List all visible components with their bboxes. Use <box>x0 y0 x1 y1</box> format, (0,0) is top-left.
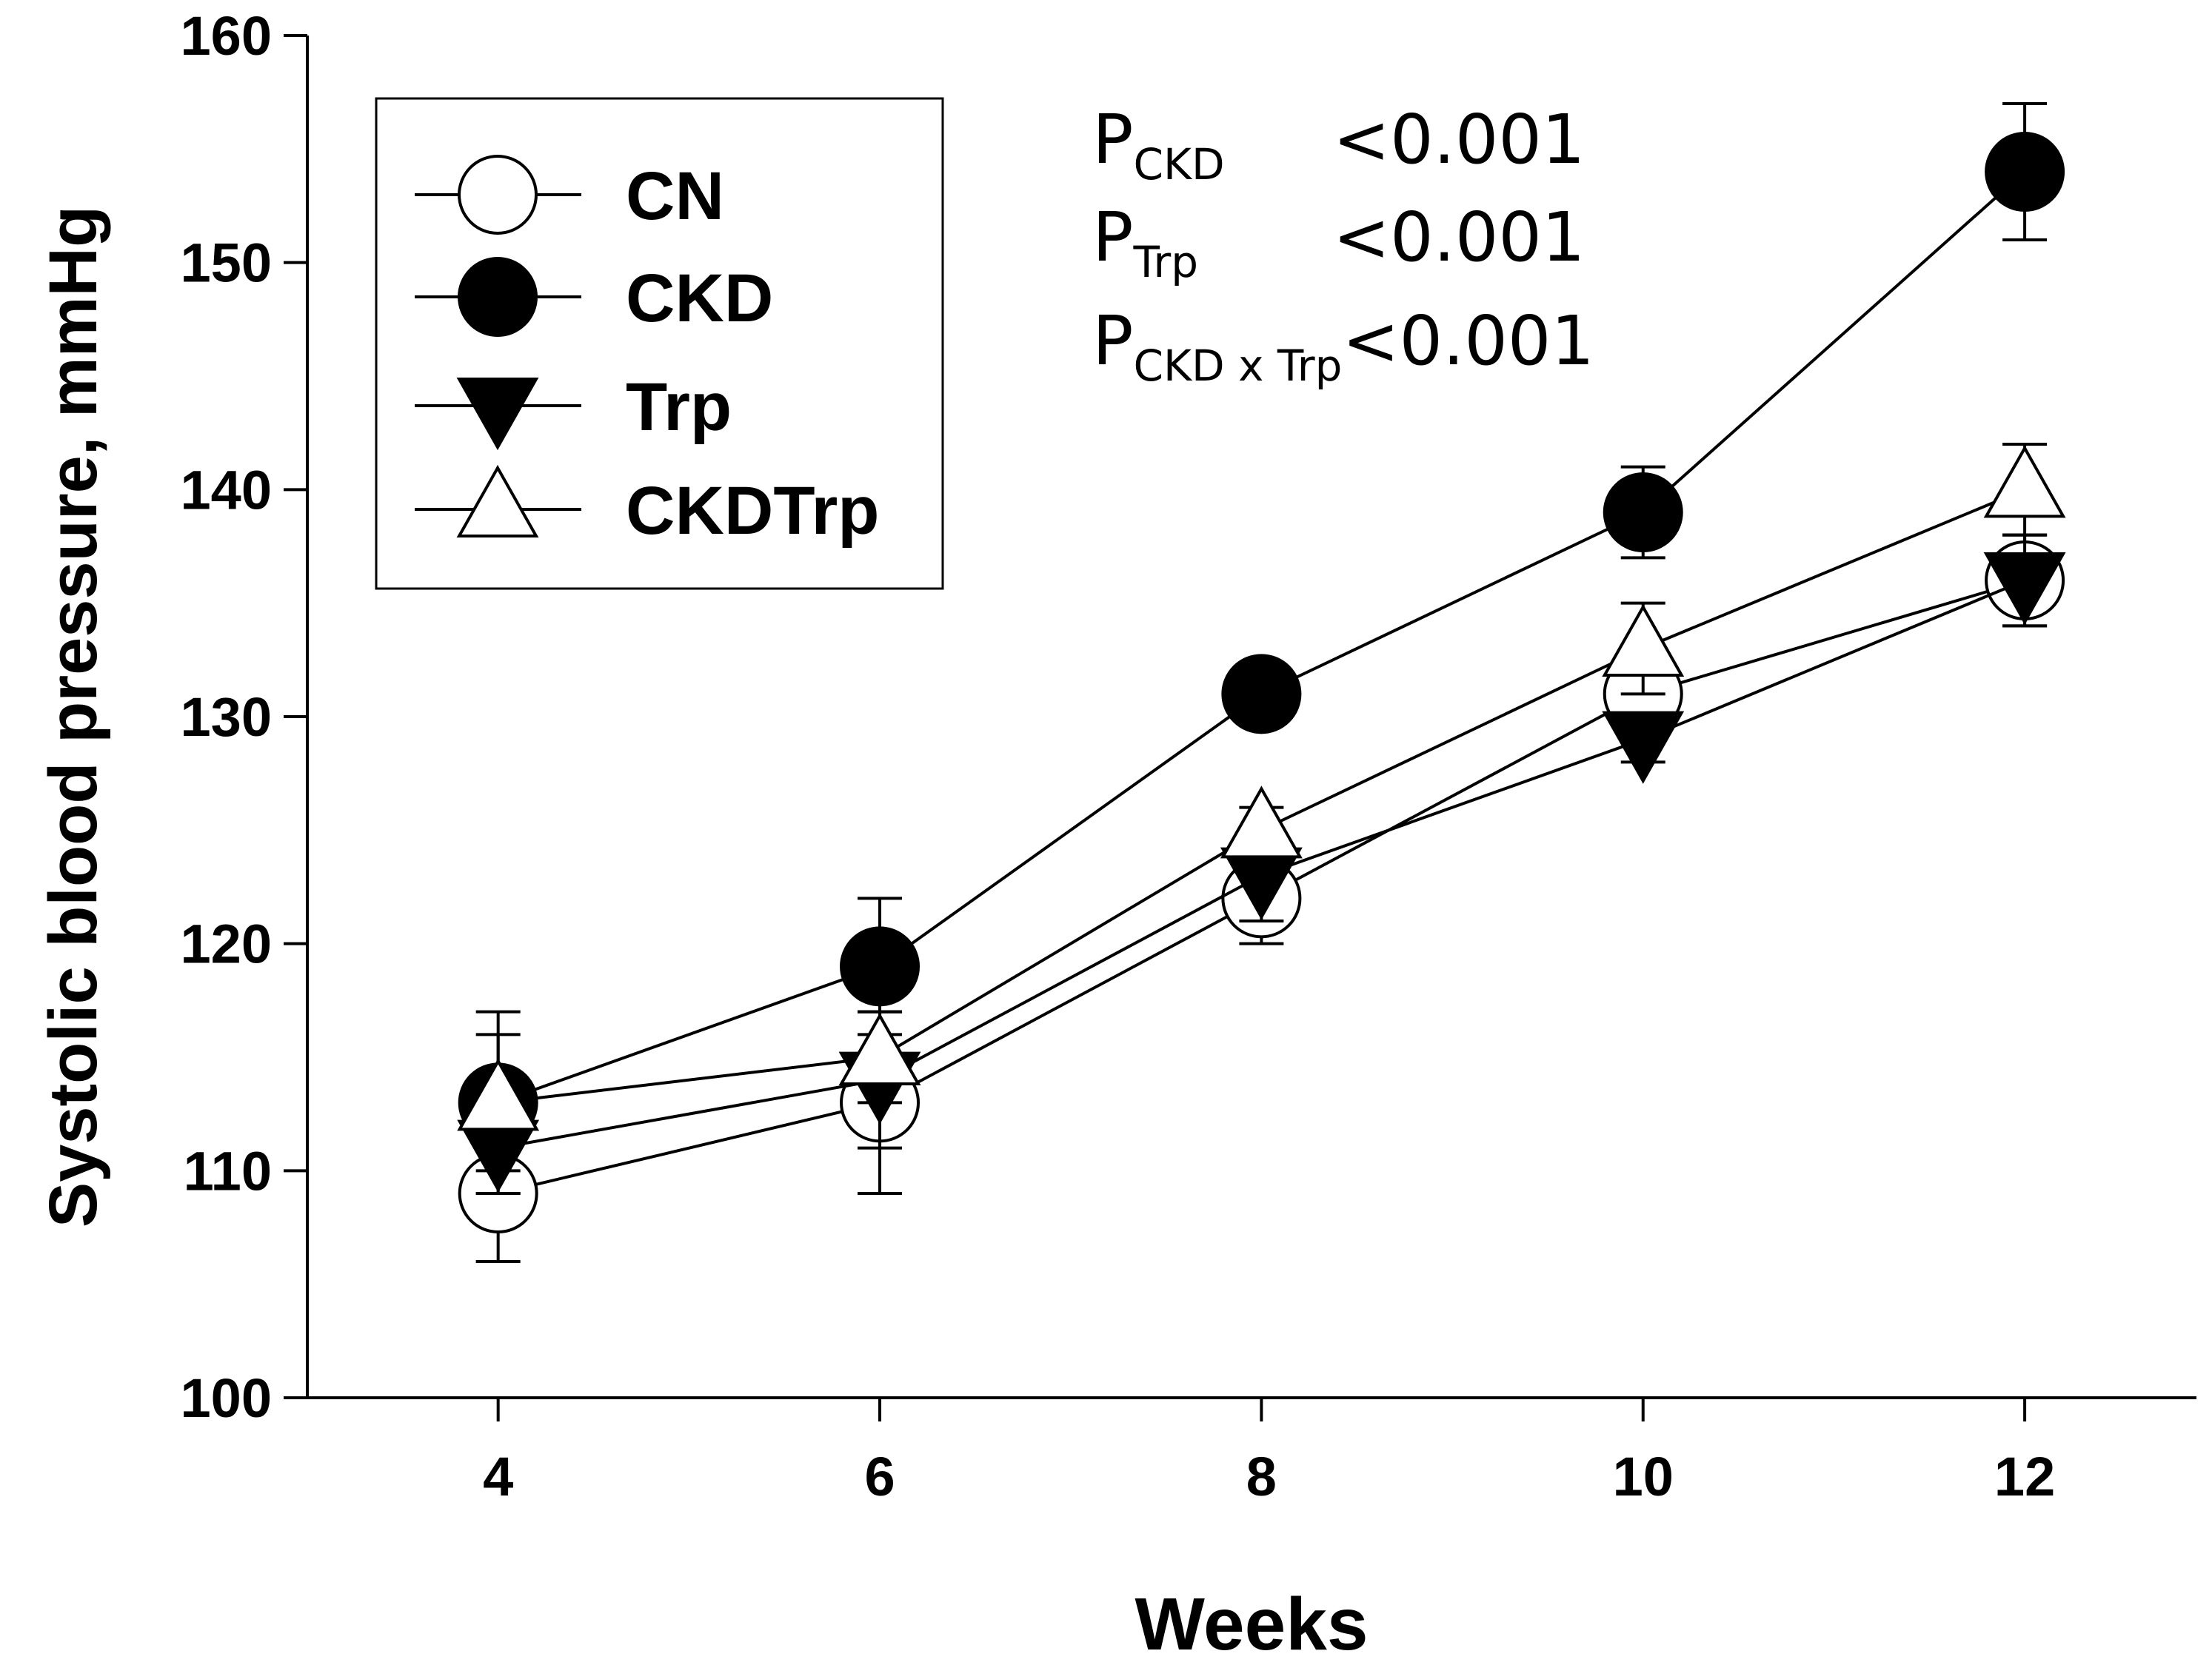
legend-marker-trp <box>456 378 539 451</box>
data-point-ckd <box>840 926 920 1007</box>
data-point-ckdtrp <box>1220 786 1303 859</box>
y-tick-label: 140 <box>181 459 272 520</box>
annotation-p-interaction-sub: CKD x Trp <box>1133 341 1342 391</box>
legend-marker-cn <box>458 155 538 235</box>
annotation-p-interaction-value: <0.001 <box>1342 301 1594 381</box>
data-point-ckdtrp <box>1602 603 1685 677</box>
series-ckdtrp <box>457 443 2066 1173</box>
annotation-p-trp: PTrp <0.001 <box>1092 198 1585 287</box>
svg-text:PTrp: PTrp <box>1092 198 1198 287</box>
data-point-trp <box>1983 552 2066 626</box>
annotation-p-ckd-value: <0.001 <box>1333 100 1585 179</box>
y-tick-label: 120 <box>181 914 272 975</box>
legend-label-ckdtrp: CKDTrp <box>626 473 879 549</box>
y-axis-title: Systolic blood pressure, mmHg <box>36 206 111 1227</box>
legend-item-ckdtrp: CKDTrp <box>415 464 879 549</box>
data-point-ckd <box>1221 654 1302 734</box>
legend-marker-ckdtrp <box>456 464 539 537</box>
x-tick-label: 4 <box>483 1446 513 1507</box>
legend-label-trp: Trp <box>626 369 732 445</box>
y-tick-label: 100 <box>181 1367 272 1429</box>
annotation-p-interaction: PCKD x Trp<0.001 <box>1092 301 1594 391</box>
x-tick-label: 12 <box>1994 1446 2055 1507</box>
annotation-p-ckd-main: P <box>1092 100 1133 179</box>
data-point-ckdtrp <box>457 1058 540 1131</box>
legend-item-trp: Trp <box>415 369 732 451</box>
series-trp <box>457 533 2066 1195</box>
y-tick-label: 110 <box>184 1140 272 1202</box>
data-point-ckd <box>1985 132 2065 212</box>
x-tick-label: 6 <box>864 1446 895 1507</box>
legend-item-cn: CN <box>415 155 724 235</box>
legend-marker-ckd <box>458 257 538 337</box>
data-point-ckdtrp <box>838 1012 921 1085</box>
y-tick-label: 150 <box>181 232 272 294</box>
data-point-ckdtrp <box>1983 445 2066 518</box>
x-tick-label: 8 <box>1246 1446 1277 1507</box>
legend-item-ckd: CKD <box>415 257 773 337</box>
annotation-p-interaction-main: P <box>1092 301 1133 381</box>
legend-label-cn: CN <box>626 158 724 234</box>
annotation-p-trp-main: P <box>1092 198 1133 277</box>
x-tick-label: 10 <box>1613 1446 1674 1507</box>
series-layer <box>457 102 2066 1263</box>
y-tick-label: 130 <box>181 686 272 748</box>
x-axis-title: Weeks <box>1135 1583 1368 1666</box>
annotation-p-trp-value: <0.001 <box>1333 198 1585 277</box>
svg-text:PCKD: PCKD <box>1092 100 1225 190</box>
y-tick-label: 160 <box>181 5 272 67</box>
svg-text:PCKD x Trp<0.001: PCKD x Trp<0.001 <box>1092 301 1594 391</box>
annotation-p-ckd-sub: CKD <box>1133 139 1224 190</box>
data-point-trp <box>1602 711 1685 784</box>
data-point-ckd <box>1603 472 1683 552</box>
annotation-p-ckd: PCKD <0.001 <box>1092 100 1585 190</box>
axis-ticks: 100 110 120 130 140 150 160 4 6 8 10 12 <box>181 5 2056 1507</box>
legend-label-ckd: CKD <box>626 261 773 336</box>
annotation-p-trp-sub: Trp <box>1132 237 1198 287</box>
